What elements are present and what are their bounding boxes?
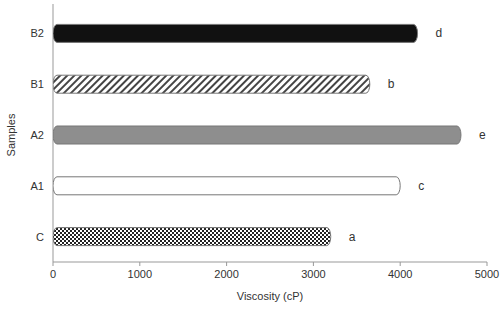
x-tick-label: 0 bbox=[50, 268, 56, 280]
x-tick-label: 5000 bbox=[475, 268, 499, 280]
bar bbox=[53, 126, 461, 144]
chart-svg: 0 1000 2000 3000 4000 5000 Viscosity (cP) Sampl… bbox=[0, 0, 500, 313]
y-tick-label: C bbox=[36, 231, 44, 243]
annotation: a bbox=[349, 230, 356, 244]
y-tick-label: B2 bbox=[31, 27, 44, 39]
bars bbox=[53, 24, 461, 245]
x-tick-label: 4000 bbox=[388, 268, 412, 280]
y-tick-label: A2 bbox=[31, 129, 44, 141]
x-tick bbox=[487, 262, 488, 266]
annotation: b bbox=[388, 77, 395, 91]
annotation: c bbox=[418, 179, 424, 193]
x-axis-line bbox=[53, 262, 487, 263]
x-tick bbox=[400, 262, 401, 266]
annotation: d bbox=[436, 26, 443, 40]
bar bbox=[53, 228, 331, 246]
y-tick-label: B1 bbox=[31, 78, 44, 90]
y-axis-title: Samples bbox=[5, 113, 17, 156]
x-axis-title: Viscosity (cP) bbox=[237, 290, 303, 302]
bar bbox=[53, 177, 400, 195]
annotation: e bbox=[479, 128, 486, 142]
x-tick bbox=[139, 262, 140, 266]
y-tick-label: A1 bbox=[31, 180, 44, 192]
bar bbox=[53, 75, 370, 93]
x-tick bbox=[313, 262, 314, 266]
x-tick bbox=[226, 262, 227, 266]
x-tick-label: 1000 bbox=[128, 268, 152, 280]
bar bbox=[53, 24, 418, 42]
x-tick-label: 3000 bbox=[301, 268, 325, 280]
x-tick bbox=[53, 262, 54, 266]
x-tick-label: 2000 bbox=[214, 268, 238, 280]
chart-container: 0 1000 2000 3000 4000 5000 Viscosity (cP) Sampl… bbox=[0, 0, 500, 313]
